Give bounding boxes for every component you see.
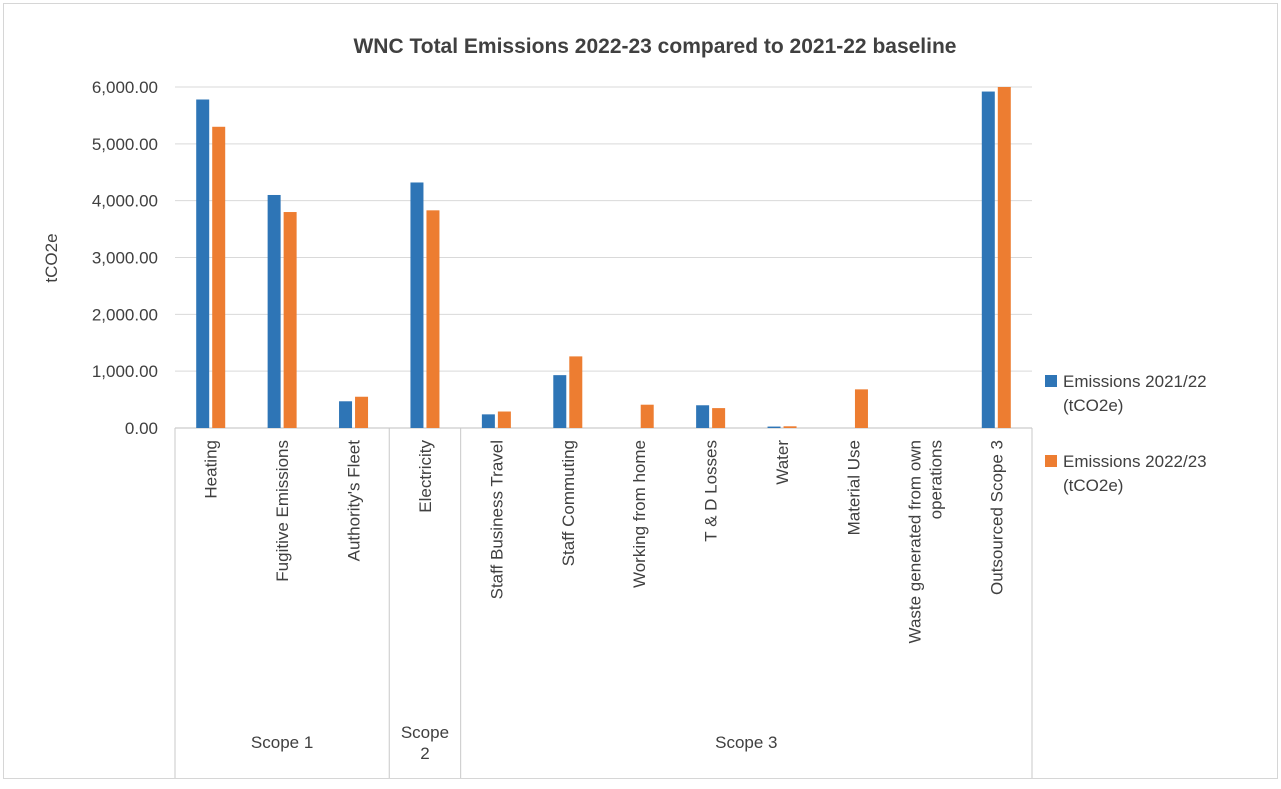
bar <box>283 212 297 428</box>
bar <box>212 126 226 429</box>
x-category-label-line: Working from home <box>630 440 649 588</box>
y-tick-label: 4,000.00 <box>92 192 158 211</box>
group-label-line: Scope <box>401 723 449 742</box>
chart-title: WNC Total Emissions 2022-23 compared to … <box>353 35 956 58</box>
bar <box>426 210 440 428</box>
x-category-label: Electricity <box>416 440 435 513</box>
bar <box>767 426 781 428</box>
x-category-label: Staff Commuting <box>559 440 578 566</box>
legend-entry-line: (tCO2e) <box>1063 476 1123 495</box>
x-category-label-line: Staff Business Travel <box>487 440 506 599</box>
bar <box>712 408 726 428</box>
legend-swatch <box>1045 375 1057 387</box>
x-category-label-line: T & D Losses <box>702 440 721 542</box>
y-tick-label: 5,000.00 <box>92 135 158 154</box>
x-category-label-line: Fugitive Emissions <box>273 440 292 582</box>
bars <box>196 87 1011 429</box>
x-category-label-line: operations <box>926 440 945 519</box>
x-axis-categories: Heating Fugitive Emissions Authority's Fle… <box>202 440 1007 644</box>
x-category-label-line: Heating <box>202 440 221 499</box>
x-category-label: Staff Business Travel <box>487 440 506 599</box>
bar <box>981 91 995 429</box>
x-category-label-line: Staff Commuting <box>559 440 578 566</box>
x-category-label: Heating <box>202 440 221 499</box>
bar <box>997 87 1011 428</box>
x-category-label: Water <box>773 440 792 485</box>
bar <box>854 389 868 428</box>
x-category-label: Working from home <box>630 440 649 588</box>
group-label: Scope 3 <box>715 733 777 752</box>
x-axis-groups: Scope 1 Scope 2 Scope 3 <box>174 428 1033 778</box>
legend-entry-line: (tCO2e) <box>1063 396 1123 415</box>
bar <box>267 194 281 428</box>
legend-entry-line: Emissions 2022/23 <box>1063 452 1207 471</box>
legend-entry: Emissions 2022/23 (tCO2e) <box>1063 452 1207 495</box>
y-tick-label: 0.00 <box>125 419 158 438</box>
chart-frame <box>3 3 1278 779</box>
x-category-label-line: Water <box>773 440 792 485</box>
y-tick-label: 2,000.00 <box>92 305 158 324</box>
group-label-line: Scope 3 <box>715 733 777 752</box>
group-label-line: 2 <box>420 744 429 763</box>
x-category-label: Material Use <box>844 440 863 535</box>
bar <box>783 426 797 428</box>
y-tick-label: 3,000.00 <box>92 249 158 268</box>
legend-entry: Emissions 2021/22 (tCO2e) <box>1063 372 1207 415</box>
y-tick-label: 1,000.00 <box>92 362 158 381</box>
legend-swatch <box>1045 455 1057 467</box>
group-label: Scope 2 <box>401 723 449 763</box>
legend: Emissions 2021/22 (tCO2e)Emissions 2022/2… <box>1045 372 1207 495</box>
group-label: Scope 1 <box>251 733 313 752</box>
y-axis-ticks: 0.00 1,000.00 2,000.00 3,000.00 4,000.00 5,00… <box>92 78 158 438</box>
bar <box>640 404 654 428</box>
x-category-label-line: Material Use <box>844 440 863 535</box>
bar <box>497 411 511 428</box>
bar <box>569 356 583 428</box>
bar <box>410 182 424 428</box>
gridlines <box>175 86 1032 429</box>
group-label-line: Scope 1 <box>251 733 313 752</box>
bar <box>553 375 567 428</box>
bar <box>696 405 710 428</box>
x-category-label: Waste generated from own operations <box>905 440 945 643</box>
x-category-label: T & D Losses <box>702 440 721 542</box>
y-axis-label: tCO2e <box>42 233 61 282</box>
x-category-label: Outsourced Scope 3 <box>987 440 1006 595</box>
bar <box>355 396 369 428</box>
x-category-label: Authority's Fleet <box>345 440 364 562</box>
y-tick-label: 6,000.00 <box>92 78 158 97</box>
bar <box>481 414 495 428</box>
x-category-label: Fugitive Emissions <box>273 440 292 582</box>
x-category-label-line: Waste generated from own <box>905 440 924 643</box>
legend-entry-line: Emissions 2021/22 <box>1063 372 1207 391</box>
x-category-label-line: Electricity <box>416 440 435 513</box>
bar <box>339 401 353 428</box>
bar <box>196 99 210 429</box>
x-category-label-line: Authority's Fleet <box>345 440 364 562</box>
x-category-label-line: Outsourced Scope 3 <box>987 440 1006 595</box>
